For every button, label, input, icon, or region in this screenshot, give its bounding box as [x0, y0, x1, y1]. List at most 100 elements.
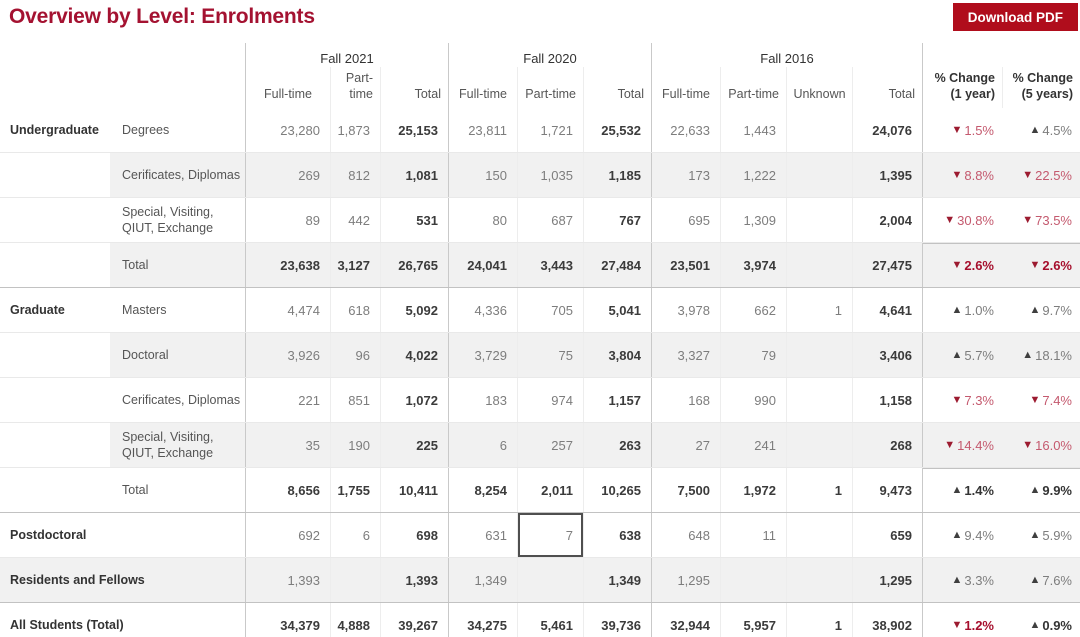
value-cell[interactable]: 96 [330, 333, 380, 377]
value-cell[interactable] [517, 558, 583, 602]
value-cell[interactable]: 241 [720, 423, 786, 467]
row-label[interactable]: All Students (Total) [10, 618, 124, 632]
row-label[interactable]: Postdoctoral [10, 528, 87, 542]
pct-change-cell[interactable]: ▲ 9.7% [1002, 288, 1080, 332]
pct-change-cell[interactable]: ▲ 18.1% [1002, 333, 1080, 377]
value-cell[interactable]: 1,309 [720, 198, 786, 242]
value-cell[interactable]: 8,254 [448, 468, 517, 512]
pct-change-cell[interactable]: ▲ 4.5% [1002, 108, 1080, 152]
value-cell[interactable]: 1,972 [720, 468, 786, 512]
value-cell[interactable] [786, 423, 852, 467]
value-cell[interactable]: 5,092 [380, 288, 448, 332]
value-cell[interactable]: 7,500 [651, 468, 720, 512]
row-label[interactable]: Special, Visiting, QIUT, Exchange [122, 204, 214, 235]
pct-change-cell[interactable]: ▼ 7.4% [1002, 378, 1080, 422]
value-cell[interactable]: 4,022 [380, 333, 448, 377]
value-cell[interactable]: 1,185 [583, 153, 651, 197]
value-cell[interactable]: 225 [380, 423, 448, 467]
value-cell[interactable]: 190 [330, 423, 380, 467]
value-cell[interactable]: 25,532 [583, 108, 651, 152]
value-cell[interactable]: 1 [786, 288, 852, 332]
value-cell[interactable]: 990 [720, 378, 786, 422]
value-cell[interactable]: 27 [651, 423, 720, 467]
value-cell[interactable]: 692 [245, 513, 330, 557]
row-label[interactable]: Masters [122, 302, 167, 317]
pct-change-cell[interactable]: ▼ 1.5% [922, 108, 1002, 152]
value-cell[interactable]: 648 [651, 513, 720, 557]
row-section-label[interactable] [0, 243, 110, 287]
value-cell[interactable]: 974 [517, 378, 583, 422]
value-cell[interactable]: 80 [448, 198, 517, 242]
value-cell[interactable]: 3,729 [448, 333, 517, 377]
value-cell[interactable]: 5,041 [583, 288, 651, 332]
value-cell[interactable]: 257 [517, 423, 583, 467]
value-cell[interactable] [786, 333, 852, 377]
value-cell[interactable]: 3,978 [651, 288, 720, 332]
value-cell[interactable]: 269 [245, 153, 330, 197]
value-cell[interactable] [786, 243, 852, 287]
value-cell[interactable]: 35 [245, 423, 330, 467]
row-section-label[interactable]: Graduate [0, 288, 110, 332]
row-section-label[interactable] [0, 468, 110, 512]
value-cell[interactable]: 27,475 [852, 243, 922, 287]
value-cell[interactable]: 150 [448, 153, 517, 197]
value-cell[interactable]: 168 [651, 378, 720, 422]
pct-change-cell[interactable]: ▼ 14.4% [922, 423, 1002, 467]
value-cell[interactable]: 618 [330, 288, 380, 332]
pct-change-cell[interactable]: ▲ 1.0% [922, 288, 1002, 332]
value-cell[interactable]: 2,011 [517, 468, 583, 512]
value-cell[interactable]: 1,393 [380, 558, 448, 602]
value-cell[interactable]: 263 [583, 423, 651, 467]
value-cell[interactable]: 3,443 [517, 243, 583, 287]
value-cell[interactable]: 8,656 [245, 468, 330, 512]
value-cell[interactable]: 23,280 [245, 108, 330, 152]
pct-change-cell[interactable]: ▼ 2.6% [922, 243, 1002, 287]
value-cell[interactable] [330, 558, 380, 602]
value-cell[interactable]: 39,736 [583, 603, 651, 637]
row-label[interactable]: Cerificates, Diplomas [122, 392, 241, 407]
value-cell[interactable]: 38,902 [852, 603, 922, 637]
selected-cell[interactable]: 7 [517, 513, 583, 557]
row-label[interactable]: Total [122, 482, 149, 497]
value-cell[interactable]: 705 [517, 288, 583, 332]
value-cell[interactable]: 221 [245, 378, 330, 422]
value-cell[interactable]: 1,157 [583, 378, 651, 422]
value-cell[interactable]: 11 [720, 513, 786, 557]
value-cell[interactable]: 1,222 [720, 153, 786, 197]
value-cell[interactable]: 26,765 [380, 243, 448, 287]
value-cell[interactable]: 662 [720, 288, 786, 332]
value-cell[interactable]: 3,804 [583, 333, 651, 377]
value-cell[interactable]: 9,473 [852, 468, 922, 512]
value-cell[interactable]: 1,349 [448, 558, 517, 602]
value-cell[interactable]: 5,461 [517, 603, 583, 637]
value-cell[interactable]: 34,379 [245, 603, 330, 637]
value-cell[interactable]: 1,295 [852, 558, 922, 602]
value-cell[interactable]: 3,406 [852, 333, 922, 377]
row-label[interactable]: Degrees [122, 122, 170, 137]
value-cell[interactable]: 10,411 [380, 468, 448, 512]
row-label[interactable]: Cerificates, Diplomas [110, 153, 245, 197]
pct-change-cell[interactable]: ▼ 30.8% [922, 198, 1002, 242]
value-cell[interactable]: 631 [448, 513, 517, 557]
value-cell[interactable]: 268 [852, 423, 922, 467]
value-cell[interactable]: 4,888 [330, 603, 380, 637]
row-section-label[interactable] [0, 333, 110, 377]
value-cell[interactable]: 24,076 [852, 108, 922, 152]
value-cell[interactable]: 183 [448, 378, 517, 422]
pct-change-cell[interactable]: ▲ 5.9% [1002, 513, 1080, 557]
value-cell[interactable]: 3,926 [245, 333, 330, 377]
value-cell[interactable]: 24,041 [448, 243, 517, 287]
value-cell[interactable]: 39,267 [380, 603, 448, 637]
value-cell[interactable]: 698 [380, 513, 448, 557]
value-cell[interactable]: 4,641 [852, 288, 922, 332]
value-cell[interactable]: 23,501 [651, 243, 720, 287]
value-cell[interactable]: 1,873 [330, 108, 380, 152]
row-label[interactable]: Residents and Fellows [0, 558, 245, 602]
value-cell[interactable]: 1,721 [517, 108, 583, 152]
value-cell[interactable]: 1,295 [651, 558, 720, 602]
value-cell[interactable]: 1,158 [852, 378, 922, 422]
value-cell[interactable]: 6 [330, 513, 380, 557]
value-cell[interactable] [720, 558, 786, 602]
pct-change-cell[interactable]: ▼ 16.0% [1002, 423, 1080, 467]
pct-change-cell[interactable]: ▲ 0.9% [1002, 603, 1080, 637]
